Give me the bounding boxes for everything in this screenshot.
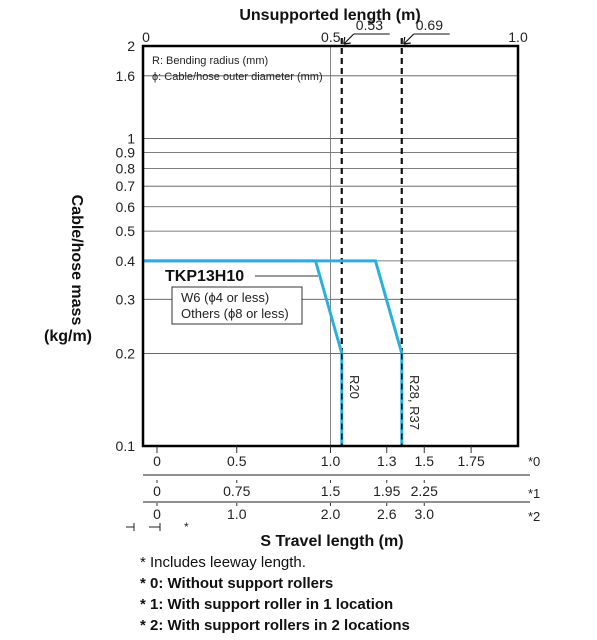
y-tick-label: 0.9 [116, 145, 136, 161]
bottom-tick-label: 3.0 [415, 506, 435, 522]
y-tick-label: 1 [127, 131, 135, 147]
y-axis-unit: (kg/m) [44, 328, 92, 345]
bottom-scale-tag: *2 [528, 509, 540, 524]
bottom-tick-label: 1.0 [227, 506, 247, 522]
bottom-tick-label: 1.5 [321, 483, 341, 499]
marker-arrow [343, 33, 355, 45]
footnote-leeway: * Includes leeway length. [140, 554, 306, 571]
y-tick-label: 0.6 [116, 199, 136, 215]
legend-line-1: R: Bending radius (mm) [152, 55, 268, 67]
bottom-scale-tag: *1 [528, 486, 540, 501]
y-axis-title: Cable/hose mass [68, 195, 85, 326]
bottom-tick-label: 0 [153, 483, 161, 499]
series-label: R28, R37 [407, 375, 422, 430]
bottom-tick-label: 1.0 [321, 453, 341, 469]
y-tick-label: 0.3 [116, 291, 136, 307]
chart: 2 1.6 10.90.8 0.7 0.6 0.5 0.4 0.3 0.2 0.1 0 0.5 1.0 U… [44, 7, 540, 550]
top-axis-title: Unsupported length (m) [239, 7, 420, 24]
bottom-tick-label: 1.3 [377, 453, 397, 469]
bottom-tick-label: 0 [153, 506, 161, 522]
y-tick-label: 0.5 [116, 223, 136, 239]
y-tick-label: 0.2 [116, 345, 136, 361]
bottom-tick-label: 1.5 [415, 453, 435, 469]
y-tick-label: 0.8 [116, 160, 136, 176]
y-tick-label: 1.6 [116, 68, 136, 84]
footnote-no-rollers: * 0: Without support rollers [140, 575, 334, 592]
marker-label: 0.69 [416, 17, 443, 33]
bottom-scale-tag: *0 [528, 454, 540, 469]
marker-label: 0.53 [356, 17, 383, 33]
annotation-line-2: Others (ϕ8 or less) [181, 306, 289, 321]
bottom-tick-label: 2.6 [377, 506, 397, 522]
annotation-title: TKP13H10 [165, 268, 244, 285]
bottom-tick-label: 0 [153, 453, 161, 469]
top-tick-label: 0 [142, 29, 150, 45]
series-line [143, 259, 404, 446]
y-tick-label: 2 [127, 38, 135, 54]
bottom-tick-label: 1.75 [458, 453, 485, 469]
y-tick-label: 0.7 [116, 178, 136, 194]
bottom-tick-label: 2.25 [411, 483, 438, 499]
bottom-tick-label: 0.75 [223, 483, 250, 499]
leeway-bracket [126, 523, 161, 531]
top-tick-label: 0.5 [321, 29, 341, 45]
annotation-line-1: W6 (ϕ4 or less) [181, 290, 269, 305]
y-tick-label: 0.1 [116, 438, 136, 454]
footnote-one-roller: * 1: With support roller in 1 location [140, 596, 394, 613]
footnotes: * Includes leeway length. * 0: Without s… [140, 552, 410, 636]
bottom-tick-label: 0.5 [227, 453, 247, 469]
series-label: R20 [347, 375, 362, 399]
marker-arrow [403, 33, 415, 45]
x-axis-title: S Travel length (m) [260, 533, 403, 550]
annotation-box [171, 286, 303, 325]
leeway-mark: * [184, 520, 189, 534]
bottom-tick-label: 1.95 [373, 483, 400, 499]
y-tick-label: 0.4 [116, 253, 136, 269]
legend-line-2: ϕ: Cable/hose outer diameter (mm) [152, 71, 323, 83]
footnote-two-rollers: * 2: With support rollers in 2 locations [140, 617, 410, 634]
top-tick-label: 1.0 [508, 29, 528, 45]
bottom-tick-label: 2.0 [321, 506, 341, 522]
